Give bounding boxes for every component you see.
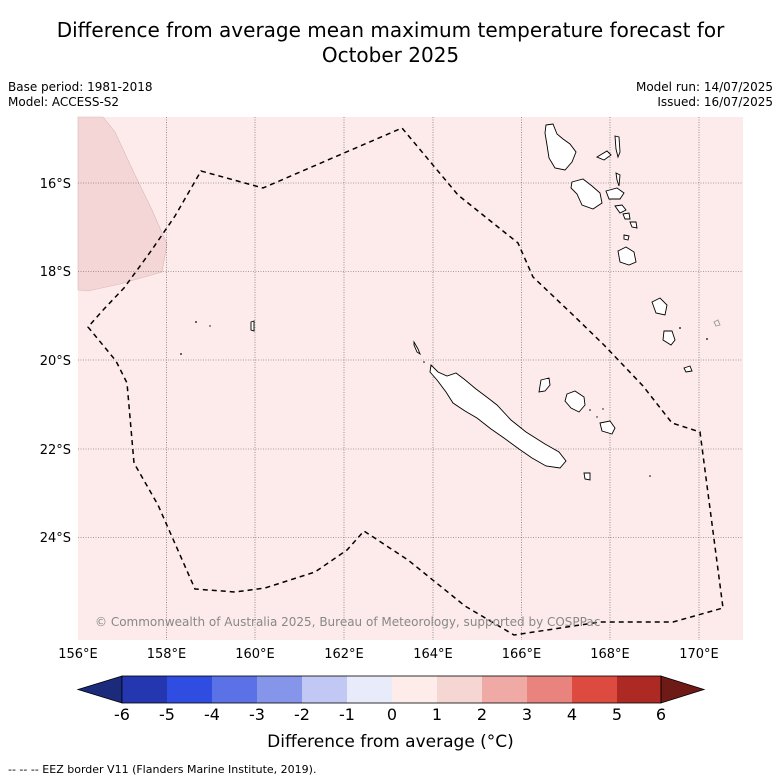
title-line-1: Difference from average mean maximum tem… bbox=[56, 18, 725, 42]
landmasses bbox=[250, 123, 721, 481]
colorbar-tick-label: 4 bbox=[567, 705, 577, 724]
lon-tick-label: 162°E bbox=[324, 647, 364, 662]
colorbar-segment bbox=[257, 676, 302, 703]
island-tongoa bbox=[622, 212, 631, 220]
island-tanna bbox=[662, 330, 676, 346]
colorbar-arrow-right bbox=[660, 675, 706, 704]
meta-left: Base period: 1981-2018 Model: ACCESS-S2 bbox=[8, 80, 153, 110]
lon-tick-label: 158°E bbox=[147, 647, 187, 662]
islet bbox=[195, 321, 197, 323]
island-new-caledonia bbox=[429, 364, 567, 469]
island-ambae bbox=[596, 150, 612, 161]
colorbar-tick-label: 5 bbox=[612, 705, 622, 724]
lat-tick-labels: 16°S 18°S 20°S 22°S 24°S bbox=[40, 177, 71, 546]
island-emao bbox=[623, 234, 630, 241]
colorbar-frame bbox=[121, 675, 662, 704]
colorbar-segment bbox=[302, 676, 347, 703]
island-pentecost bbox=[615, 172, 621, 187]
model-name: Model: ACCESS-S2 bbox=[8, 95, 120, 109]
island-shepherd bbox=[629, 221, 638, 229]
island-chesterfield bbox=[250, 320, 255, 332]
colorbar-segment bbox=[527, 676, 572, 703]
islet bbox=[209, 325, 211, 327]
islet bbox=[180, 353, 182, 355]
lon-tick-label: 160°E bbox=[235, 647, 275, 662]
colorbar-title: Difference from average (°C) bbox=[267, 732, 514, 752]
lon-tick-label: 168°E bbox=[590, 647, 630, 662]
warmer-anomaly-patch bbox=[77, 116, 168, 292]
graticule bbox=[78, 117, 743, 640]
island-espiritu-santo bbox=[544, 123, 577, 171]
base-period: Base period: 1981-2018 bbox=[8, 80, 153, 94]
island-aneityum bbox=[683, 365, 693, 373]
lat-tick-label: 22°S bbox=[40, 443, 71, 458]
model-run: Model run: 14/07/2025 bbox=[635, 80, 773, 94]
colorbar-tick-label: 3 bbox=[522, 705, 532, 724]
lat-tick-label: 20°S bbox=[40, 354, 71, 369]
islet bbox=[602, 408, 604, 410]
lon-tick-label: 164°E bbox=[413, 647, 453, 662]
colorbar-arrow-left bbox=[76, 675, 123, 704]
colorbar-tick-labels: -6 -5 -4 -3 -2 -1 0 1 2 3 4 5 6 bbox=[114, 705, 666, 724]
colorbar-segment bbox=[392, 676, 437, 703]
copyright-text: © Commonwealth of Australia 2025, Bureau… bbox=[95, 615, 600, 629]
island-matthew bbox=[713, 319, 721, 327]
lat-tick-label: 16°S bbox=[40, 177, 71, 192]
colorbar-tick-label: -2 bbox=[294, 705, 310, 724]
colorbar-tick-label: 0 bbox=[387, 705, 397, 724]
lat-tick-label: 24°S bbox=[40, 531, 71, 546]
colorbar-tick-label: 1 bbox=[432, 705, 442, 724]
ocean-background bbox=[78, 117, 743, 640]
islet bbox=[589, 409, 591, 411]
island-malakula bbox=[570, 178, 603, 210]
colorbar-segment bbox=[437, 676, 482, 703]
island-epi bbox=[614, 204, 627, 214]
colorbar-tick-label: 2 bbox=[477, 705, 487, 724]
island-belep bbox=[413, 340, 421, 356]
islet bbox=[423, 361, 425, 363]
colorbar-segment bbox=[122, 676, 167, 703]
eez-border bbox=[87, 127, 724, 636]
island-ouvea bbox=[538, 377, 551, 393]
lat-tick-label: 18°S bbox=[40, 265, 71, 280]
island-lifou bbox=[564, 390, 586, 413]
island-erromango bbox=[651, 297, 668, 316]
islet bbox=[706, 338, 708, 340]
island-efate bbox=[617, 246, 637, 266]
eez-footnote: -- -- -- EEZ border V11 (Flanders Marine… bbox=[8, 763, 317, 776]
colorbar-segment bbox=[347, 676, 392, 703]
colorbar-segment bbox=[212, 676, 257, 703]
lon-tick-labels: 156°E 158°E 160°E 162°E 164°E 166°E 168°… bbox=[58, 647, 719, 662]
island-mare bbox=[599, 420, 616, 435]
islet bbox=[649, 475, 651, 477]
issued-date: Issued: 16/07/2025 bbox=[657, 95, 773, 109]
title-line-2: October 2025 bbox=[321, 43, 460, 67]
colorbar-tick-label: 6 bbox=[656, 705, 666, 724]
island-maewo bbox=[614, 135, 621, 159]
colorbar-segment bbox=[617, 676, 661, 703]
colorbar-tick-label: -3 bbox=[249, 705, 265, 724]
small-islets bbox=[180, 321, 708, 477]
island-ambrym bbox=[605, 187, 625, 200]
colorbar-tick-label: -1 bbox=[339, 705, 355, 724]
islet bbox=[596, 416, 598, 418]
lon-tick-label: 166°E bbox=[502, 647, 542, 662]
islet bbox=[679, 327, 681, 329]
colorbar-segment bbox=[167, 676, 212, 703]
meta-right: Model run: 14/07/2025 Issued: 16/07/2025 bbox=[636, 80, 773, 110]
colorbar-segment bbox=[482, 676, 527, 703]
colorbar-tick-label: -6 bbox=[114, 705, 130, 724]
colorbar-segment bbox=[572, 676, 617, 703]
island-ile-des-pins bbox=[583, 472, 591, 481]
colorbar: -6 -5 -4 -3 -2 -1 0 1 2 3 4 5 6 bbox=[76, 675, 706, 724]
lon-tick-label: 156°E bbox=[58, 647, 98, 662]
lon-tick-label: 170°E bbox=[679, 647, 719, 662]
map-title: Difference from average mean maximum tem… bbox=[0, 18, 781, 68]
colorbar-tick-label: -4 bbox=[204, 705, 220, 724]
colorbar-tick-label: -5 bbox=[159, 705, 175, 724]
